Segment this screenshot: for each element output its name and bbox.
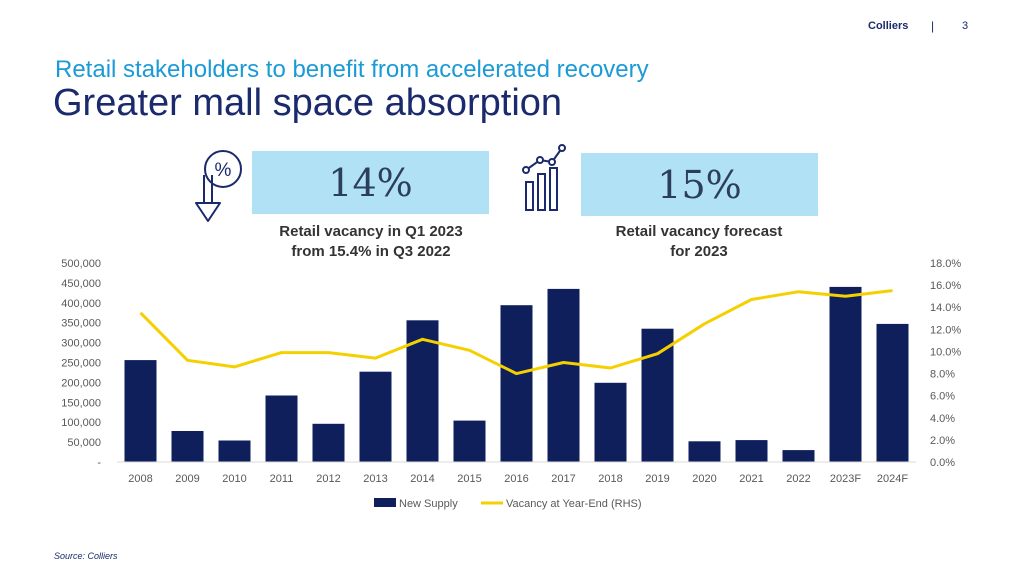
bar-2013 xyxy=(359,371,392,462)
slide-title: Greater mall space absorption xyxy=(53,82,563,124)
legend-swatch-new-supply xyxy=(374,498,396,507)
legend-label-new-supply: New Supply xyxy=(399,498,458,510)
x-tick-2014: 2014 xyxy=(410,473,434,485)
y-right-tick: 8.0% xyxy=(930,369,955,381)
x-tick-2013: 2013 xyxy=(363,473,387,485)
page-number: 3 xyxy=(962,20,969,32)
bar-2018 xyxy=(594,382,627,462)
x-tick-2023F: 2023F xyxy=(830,473,861,485)
y-left-tick: 300,000 xyxy=(61,338,101,350)
bar-2009 xyxy=(171,431,204,462)
y-right-tick: 10.0% xyxy=(930,346,961,358)
legend-label-vacancy: Vacancy at Year-End (RHS) xyxy=(506,498,642,510)
kpi-value-forecast-vacancy: 15% xyxy=(581,153,818,216)
header-separator: | xyxy=(931,19,935,33)
y-left-tick: 100,000 xyxy=(61,417,101,429)
bar-2022 xyxy=(782,450,815,462)
bar-2015 xyxy=(453,420,486,462)
bar-2019 xyxy=(641,328,674,462)
bar-2023F xyxy=(829,286,862,462)
y-left-tick: 200,000 xyxy=(61,377,101,389)
percent-down-icon: % xyxy=(195,150,242,222)
vacancy-line xyxy=(139,289,893,376)
y-right-tick: 0.0% xyxy=(930,457,955,469)
slide-subtitle: Retail stakeholders to benefit from acce… xyxy=(55,56,649,83)
kpi-value-current-vacancy: 14% xyxy=(252,151,489,214)
x-tick-2018: 2018 xyxy=(598,473,622,485)
y-left-tick: 50,000 xyxy=(67,437,101,449)
bar-2020 xyxy=(688,441,721,462)
bar-2011 xyxy=(265,395,298,462)
growth-chart-icon xyxy=(522,144,566,211)
kpi-caption-current-vacancy: Retail vacancy in Q1 2023 from 15.4% in … xyxy=(279,223,463,260)
x-tick-2010: 2010 xyxy=(222,473,246,485)
y-left-tick: 450,000 xyxy=(61,278,101,290)
bar-2017 xyxy=(547,288,580,462)
bar-2016 xyxy=(500,305,533,462)
x-tick-2017: 2017 xyxy=(551,473,575,485)
brand-logo: Colliers xyxy=(868,20,909,32)
kpi-caption-forecast-vacancy: Retail vacancy forecast for 2023 xyxy=(615,223,783,260)
x-tick-2009: 2009 xyxy=(175,473,199,485)
y-right-tick: 12.0% xyxy=(930,324,961,336)
bar-2024F xyxy=(876,323,909,462)
y-right-tick: 6.0% xyxy=(930,391,955,403)
bar-2021 xyxy=(735,440,768,462)
y-left-tick: - xyxy=(97,457,101,469)
bar-2010 xyxy=(218,440,251,462)
y-right-tick: 18.0% xyxy=(930,258,961,270)
x-tick-2022: 2022 xyxy=(786,473,810,485)
source-note: Source: Colliers xyxy=(54,551,118,561)
legend: New Supply Vacancy at Year-End (RHS) xyxy=(374,498,642,510)
y-right-tick: 16.0% xyxy=(930,280,961,292)
x-tick-2012: 2012 xyxy=(316,473,340,485)
y-left-tick: 350,000 xyxy=(61,318,101,330)
y-right-tick: 14.0% xyxy=(930,302,961,314)
y-left-tick: 150,000 xyxy=(61,397,101,409)
x-tick-2011: 2011 xyxy=(270,473,294,485)
x-tick-2024F: 2024F xyxy=(877,473,908,485)
svg-text:%: % xyxy=(215,160,232,181)
x-tick-2021: 2021 xyxy=(739,473,763,485)
y-right-tick: 2.0% xyxy=(930,435,955,447)
x-tick-2016: 2016 xyxy=(504,473,528,485)
bar-2012 xyxy=(312,423,345,462)
bar-2008 xyxy=(124,360,157,462)
x-tick-2008: 2008 xyxy=(128,473,152,485)
x-tick-2015: 2015 xyxy=(457,473,481,485)
x-tick-2020: 2020 xyxy=(692,473,716,485)
y-right-tick: 4.0% xyxy=(930,413,955,425)
y-left-tick: 400,000 xyxy=(61,298,101,310)
y-left-tick: 250,000 xyxy=(61,358,101,370)
x-tick-2019: 2019 xyxy=(645,473,669,485)
y-left-tick: 500,000 xyxy=(61,258,101,270)
